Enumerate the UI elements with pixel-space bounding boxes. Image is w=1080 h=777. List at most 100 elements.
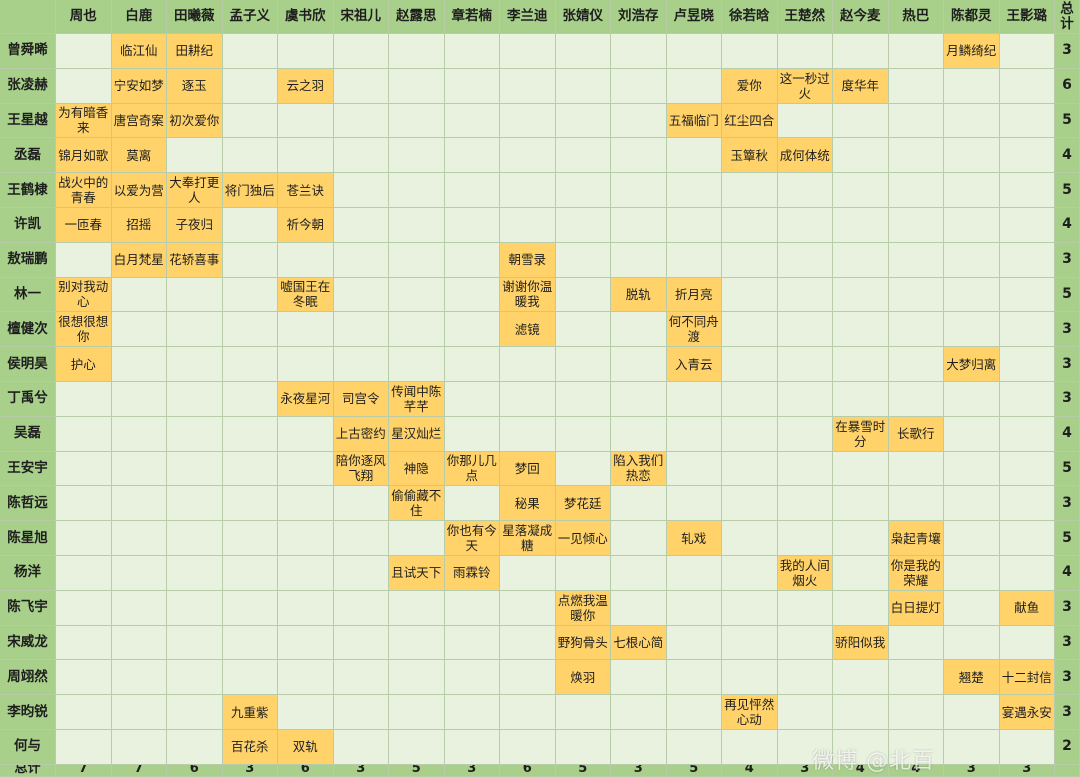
empty-cell <box>222 242 278 278</box>
empty-cell <box>666 695 722 730</box>
empty-cell <box>833 173 889 208</box>
empty-cell <box>333 660 389 696</box>
column-total: 7 <box>56 764 112 777</box>
empty-cell <box>777 729 833 765</box>
drama-cell: 宴遇永安 <box>999 695 1055 730</box>
empty-cell <box>722 347 778 382</box>
drama-cell: 招摇 <box>111 207 167 243</box>
empty-cell <box>833 486 889 522</box>
empty-cell <box>611 242 667 278</box>
empty-cell <box>56 521 112 556</box>
empty-cell <box>333 242 389 278</box>
row-total: 4 <box>1055 555 1080 591</box>
row-total: 3 <box>1055 242 1080 278</box>
empty-cell <box>444 312 500 348</box>
empty-cell <box>944 207 1000 243</box>
empty-cell <box>278 521 334 556</box>
row-total: 3 <box>1055 695 1080 730</box>
empty-cell <box>56 451 112 487</box>
empty-cell <box>777 416 833 452</box>
empty-cell <box>333 173 389 208</box>
empty-cell <box>777 486 833 522</box>
empty-cell <box>167 416 223 452</box>
drama-cell: 百花杀 <box>222 729 278 765</box>
empty-cell <box>833 451 889 487</box>
empty-cell <box>389 34 445 69</box>
empty-cell <box>611 590 667 626</box>
empty-cell <box>611 312 667 348</box>
empty-cell <box>56 625 112 661</box>
empty-cell <box>278 242 334 278</box>
empty-cell <box>278 103 334 139</box>
empty-cell <box>500 173 556 208</box>
empty-cell <box>833 138 889 174</box>
column-total: 3 <box>222 764 278 777</box>
column-header: 赵露思 <box>389 0 445 34</box>
drama-cell: 以爱为营 <box>111 173 167 208</box>
column-total: 3 <box>333 764 389 777</box>
empty-cell <box>444 590 500 626</box>
empty-cell <box>833 103 889 139</box>
column-total: 6 <box>500 764 556 777</box>
empty-cell <box>389 277 445 313</box>
drama-cell: 陪你逐风飞翔 <box>333 451 389 487</box>
drama-cell: 献鱼 <box>999 590 1055 626</box>
empty-cell <box>722 660 778 696</box>
empty-cell <box>888 486 944 522</box>
empty-cell <box>500 625 556 661</box>
empty-cell <box>278 486 334 522</box>
empty-cell <box>500 555 556 591</box>
empty-cell <box>500 103 556 139</box>
column-total: 3 <box>611 764 667 777</box>
column-total: 5 <box>555 764 611 777</box>
footer-end <box>1055 764 1080 777</box>
empty-cell <box>888 381 944 417</box>
empty-cell <box>611 347 667 382</box>
empty-cell <box>611 68 667 104</box>
drama-cell: 且试天下 <box>389 555 445 591</box>
empty-cell <box>111 416 167 452</box>
empty-cell <box>167 625 223 661</box>
empty-cell <box>666 381 722 417</box>
empty-cell <box>555 68 611 104</box>
empty-cell <box>444 486 500 522</box>
row-header: 吴磊 <box>0 416 56 452</box>
empty-cell <box>278 660 334 696</box>
empty-cell <box>888 451 944 487</box>
row-header: 丁禹兮 <box>0 381 56 417</box>
row-header: 王安宇 <box>0 451 56 487</box>
row-total: 3 <box>1055 347 1080 382</box>
empty-cell <box>111 729 167 765</box>
empty-cell <box>833 729 889 765</box>
empty-cell <box>500 138 556 174</box>
drama-cell: 子夜归 <box>167 207 223 243</box>
empty-cell <box>167 660 223 696</box>
empty-cell <box>777 695 833 730</box>
row-total: 3 <box>1055 660 1080 696</box>
empty-cell <box>777 521 833 556</box>
empty-cell <box>222 207 278 243</box>
drama-cell: 朝雪录 <box>500 242 556 278</box>
drama-cell: 玉簟秋 <box>722 138 778 174</box>
empty-cell <box>777 34 833 69</box>
empty-cell <box>555 312 611 348</box>
column-header: 白鹿 <box>111 0 167 34</box>
empty-cell <box>500 207 556 243</box>
column-header: 热巴 <box>888 0 944 34</box>
empty-cell <box>777 103 833 139</box>
drama-cell: 爱你 <box>722 68 778 104</box>
empty-cell <box>944 103 1000 139</box>
empty-cell <box>278 416 334 452</box>
column-header: 宋祖儿 <box>333 0 389 34</box>
row-header: 何与 <box>0 729 56 765</box>
row-total: 5 <box>1055 103 1080 139</box>
row-total: 5 <box>1055 277 1080 313</box>
row-header: 陈飞宇 <box>0 590 56 626</box>
drama-cell: 逐玉 <box>167 68 223 104</box>
empty-cell <box>56 416 112 452</box>
empty-cell <box>999 555 1055 591</box>
empty-cell <box>56 729 112 765</box>
empty-cell <box>555 347 611 382</box>
empty-cell <box>167 486 223 522</box>
